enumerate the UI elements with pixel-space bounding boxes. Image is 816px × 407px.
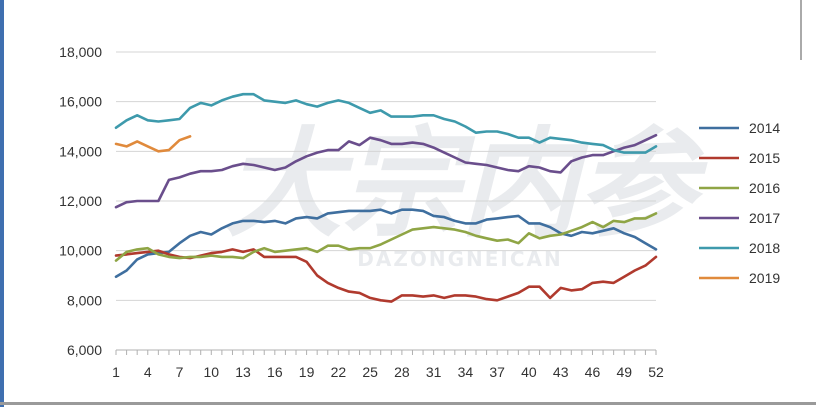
y-tick-label: 16,000 bbox=[59, 94, 102, 110]
legend-label-2018: 2018 bbox=[749, 240, 780, 256]
axes bbox=[115, 349, 657, 355]
x-tick-label: 13 bbox=[235, 364, 251, 380]
x-tick-label: 1 bbox=[112, 364, 120, 380]
legend-label-2019: 2019 bbox=[749, 270, 780, 286]
y-tick-label: 10,000 bbox=[59, 243, 102, 259]
bottom-border-line bbox=[0, 402, 816, 405]
legend-label-2016: 2016 bbox=[749, 180, 780, 196]
x-tick-label: 43 bbox=[553, 364, 569, 380]
x-tick-label: 22 bbox=[331, 364, 347, 380]
x-tick-label: 46 bbox=[585, 364, 601, 380]
series-line-2016 bbox=[114, 212, 658, 262]
y-tick-label: 12,000 bbox=[59, 193, 102, 209]
x-tick-label: 31 bbox=[426, 364, 442, 380]
legend-label-2014: 2014 bbox=[749, 120, 780, 136]
legend-label-2015: 2015 bbox=[749, 150, 780, 166]
x-tick-label: 52 bbox=[648, 364, 664, 380]
x-tick-label: 19 bbox=[299, 364, 315, 380]
top-right-border-line bbox=[800, 0, 802, 60]
y-tick-label: 14,000 bbox=[59, 143, 102, 159]
x-tick-label: 37 bbox=[489, 364, 505, 380]
x-tick-labels: 1 4 7 10 13 16 19 22 25 28 31 34 37 40 43 46 49 52 bbox=[112, 364, 664, 380]
x-tick-label: 49 bbox=[616, 364, 632, 380]
x-tick-label: 34 bbox=[458, 364, 474, 380]
x-tick-label: 7 bbox=[176, 364, 184, 380]
watermark: 大宗内参 DAZONGNEICAN bbox=[224, 115, 708, 271]
legend-label-2017: 2017 bbox=[749, 210, 780, 226]
series-line-2014 bbox=[114, 208, 658, 279]
x-tick-label: 16 bbox=[267, 364, 283, 380]
series-line-2019 bbox=[114, 135, 192, 153]
x-tick-label: 25 bbox=[362, 364, 378, 380]
y-tick-label: 6,000 bbox=[67, 342, 102, 358]
series-lines bbox=[114, 92, 658, 303]
x-tick-label: 4 bbox=[144, 364, 152, 380]
x-tick-label: 40 bbox=[521, 364, 537, 380]
legend: 2014 2015 2016 2017 2018 2019 bbox=[699, 120, 780, 286]
x-tick-label: 10 bbox=[204, 364, 220, 380]
series-line-2017 bbox=[114, 133, 658, 209]
series-line-2015 bbox=[114, 248, 658, 303]
series-line-2018 bbox=[114, 92, 658, 154]
y-tick-label: 18,000 bbox=[59, 44, 102, 60]
y-tick-labels: 6,000 8,000 10,000 12,000 14,000 16,000 18,000 bbox=[59, 44, 102, 358]
watermark-main: 大宗内参 bbox=[224, 115, 708, 253]
left-accent-bar bbox=[0, 0, 4, 407]
y-tick-label: 8,000 bbox=[67, 292, 102, 308]
x-tick-label: 28 bbox=[394, 364, 410, 380]
